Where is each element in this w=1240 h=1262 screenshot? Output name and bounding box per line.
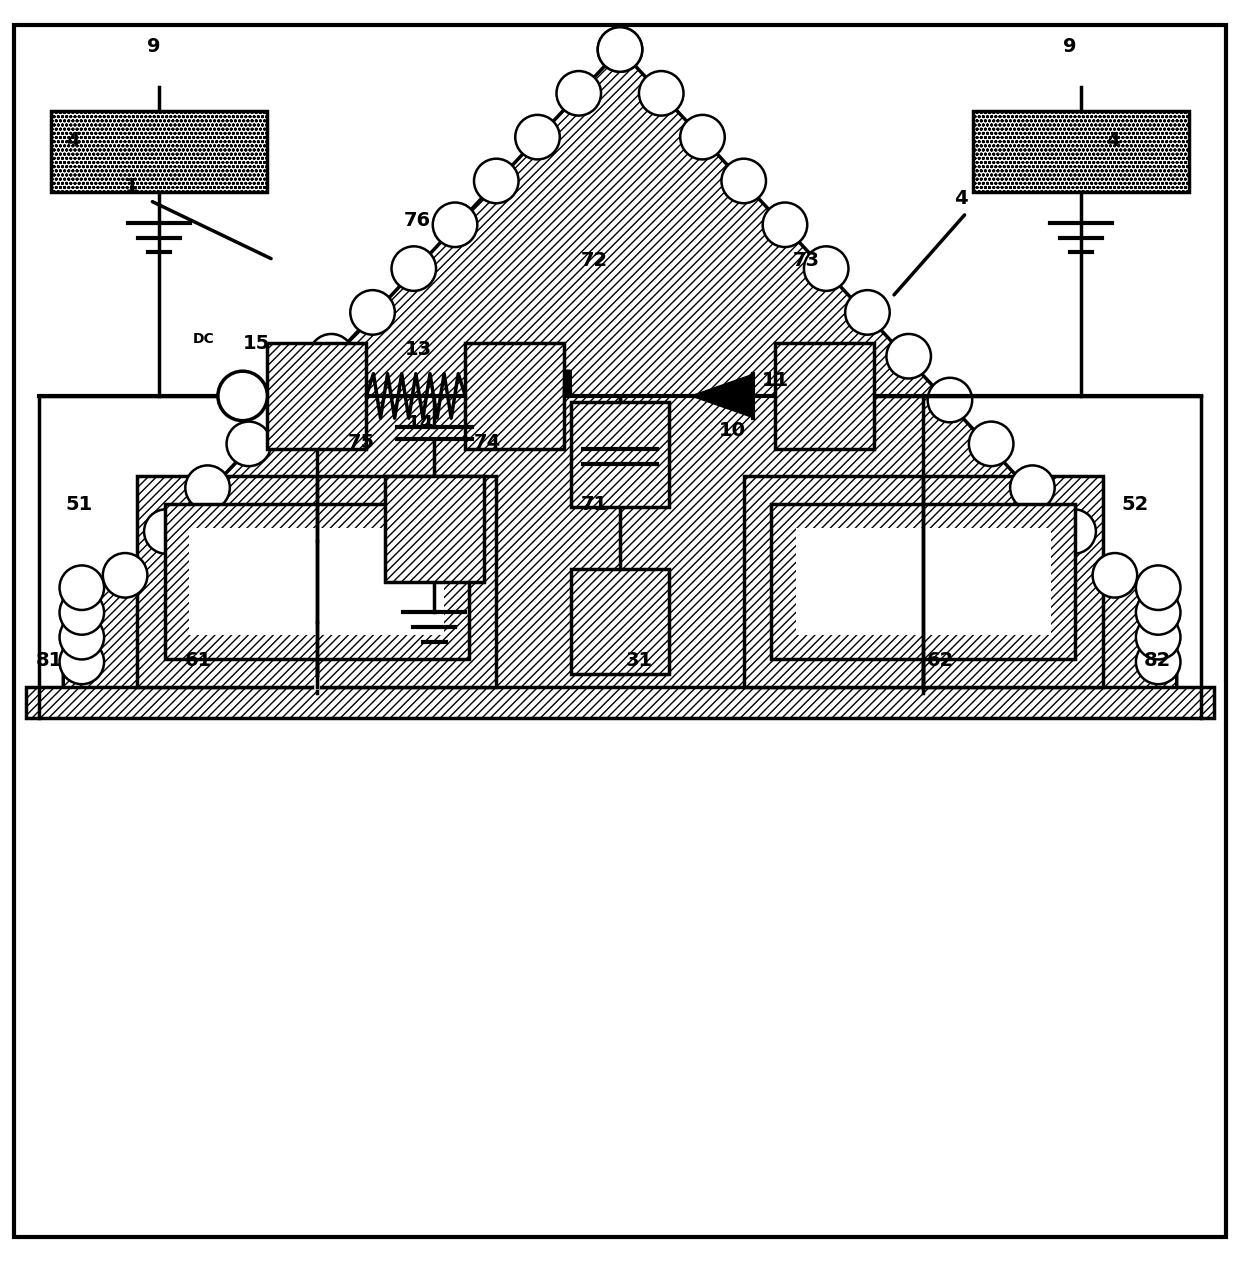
Text: 52: 52	[1121, 495, 1148, 514]
Circle shape	[639, 71, 683, 116]
Circle shape	[60, 565, 104, 610]
Circle shape	[1052, 510, 1096, 554]
Text: 82: 82	[1143, 651, 1171, 670]
Circle shape	[1092, 553, 1137, 598]
Circle shape	[185, 466, 229, 510]
Circle shape	[1136, 640, 1180, 684]
Bar	[775, 343, 874, 448]
Circle shape	[60, 591, 104, 635]
Polygon shape	[691, 375, 753, 418]
Circle shape	[681, 115, 724, 159]
Text: 14: 14	[407, 414, 434, 433]
Text: 72: 72	[580, 251, 608, 270]
Text: 81: 81	[36, 651, 63, 670]
Bar	[465, 343, 564, 448]
Circle shape	[763, 202, 807, 247]
Text: 31: 31	[626, 651, 653, 670]
Text: 51: 51	[66, 495, 93, 514]
Circle shape	[474, 159, 518, 203]
Circle shape	[144, 510, 188, 554]
Bar	[165, 504, 469, 660]
Text: 61: 61	[185, 651, 212, 670]
Text: 10: 10	[719, 420, 746, 439]
Text: 11: 11	[763, 371, 790, 390]
Text: 76: 76	[403, 212, 430, 231]
Text: 9: 9	[148, 37, 161, 56]
Circle shape	[804, 246, 848, 290]
Circle shape	[887, 334, 931, 379]
Text: 4: 4	[954, 189, 967, 208]
Circle shape	[968, 422, 1013, 466]
Bar	[26, 687, 1214, 718]
Circle shape	[392, 246, 436, 290]
Circle shape	[598, 28, 642, 72]
Circle shape	[1136, 591, 1180, 635]
Circle shape	[60, 640, 104, 684]
Bar	[570, 569, 670, 674]
Circle shape	[268, 377, 312, 423]
Circle shape	[309, 334, 353, 379]
Circle shape	[598, 28, 642, 72]
Bar	[570, 403, 670, 507]
Circle shape	[516, 115, 559, 159]
Text: DC: DC	[193, 332, 215, 346]
Circle shape	[1136, 615, 1180, 660]
Circle shape	[1011, 466, 1055, 510]
Bar	[190, 529, 444, 635]
Bar	[972, 111, 1189, 192]
Circle shape	[1136, 565, 1180, 610]
Bar	[796, 529, 1050, 635]
Circle shape	[846, 290, 890, 334]
Text: 4: 4	[66, 131, 79, 150]
Text: 9: 9	[1063, 37, 1076, 56]
Circle shape	[227, 422, 272, 466]
Text: 73: 73	[794, 251, 820, 270]
Bar	[384, 476, 484, 582]
Circle shape	[722, 159, 766, 203]
Bar	[771, 504, 1075, 660]
Bar	[744, 476, 1102, 687]
Polygon shape	[63, 49, 1177, 705]
Text: 13: 13	[404, 339, 432, 360]
Text: 1: 1	[125, 177, 139, 196]
Circle shape	[557, 71, 601, 116]
Circle shape	[433, 202, 477, 247]
Text: 75: 75	[347, 433, 374, 452]
Text: 62: 62	[926, 651, 954, 670]
Text: 71: 71	[580, 495, 608, 514]
Circle shape	[60, 615, 104, 660]
Bar	[268, 343, 366, 448]
Circle shape	[928, 377, 972, 423]
Circle shape	[350, 290, 394, 334]
Bar	[51, 111, 268, 192]
Text: 74: 74	[474, 433, 501, 452]
Circle shape	[103, 553, 148, 598]
Circle shape	[218, 371, 268, 420]
Text: 15: 15	[243, 334, 270, 353]
Text: 4: 4	[1106, 131, 1120, 150]
Bar	[138, 476, 496, 687]
